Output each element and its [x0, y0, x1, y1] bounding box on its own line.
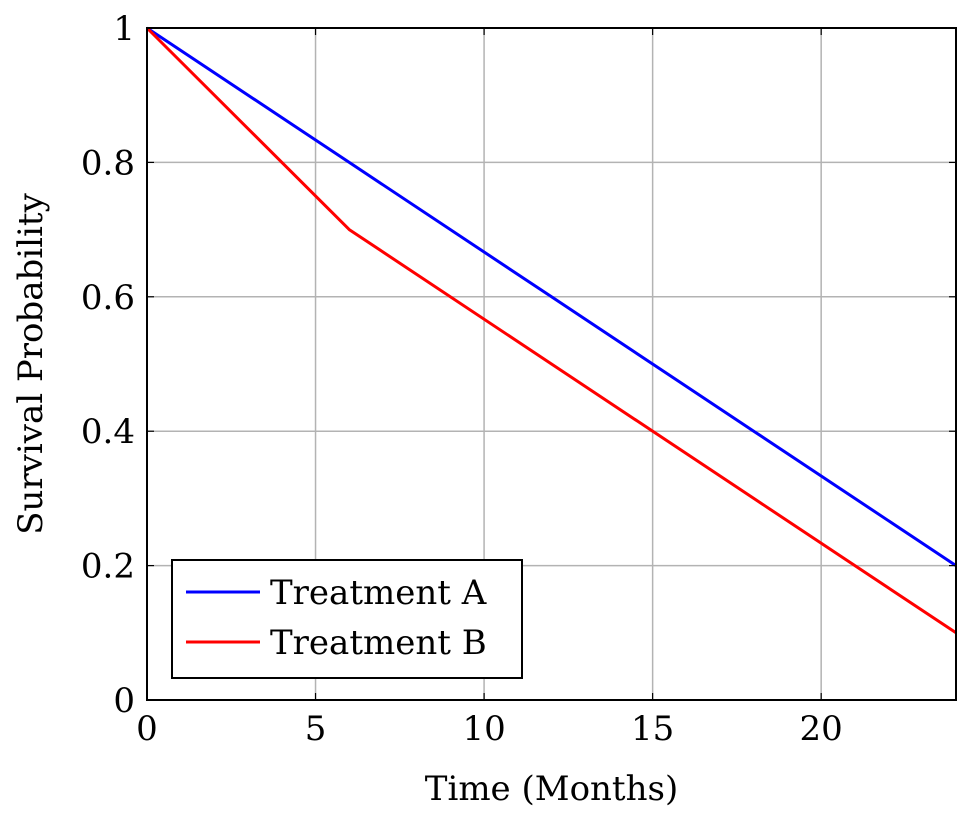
- series-line-treatment-a: [146, 26, 957, 567]
- series-line-treatment-b: [145, 26, 957, 635]
- y-tick-label: 0.4: [81, 412, 135, 452]
- x-tick-label: 5: [305, 709, 327, 749]
- x-tick-label: 10: [462, 709, 505, 749]
- tick-labels: 0 5 10 15 20 0 0.2 0.4 0.6 0.8 1: [81, 9, 843, 749]
- legend-label: Treatment A: [270, 573, 487, 613]
- y-axis-title: Survival Probability: [11, 192, 51, 534]
- x-axis-title: Time (Months): [425, 769, 678, 809]
- legend: Treatment A Treatment B: [171, 559, 523, 679]
- plot-frame: [146, 27, 957, 701]
- ticks: [146, 27, 956, 701]
- legend-box: [171, 559, 523, 679]
- legend-label: Treatment B: [270, 623, 487, 663]
- y-tick-label: 0: [113, 681, 135, 721]
- x-tick-label: 15: [631, 709, 674, 749]
- y-tick-label: 0.2: [81, 547, 135, 587]
- x-tick-label: 20: [800, 709, 843, 749]
- y-tick-label: 0.8: [81, 143, 135, 183]
- y-tick-label: 0.6: [81, 278, 135, 318]
- y-tick-label: 1: [113, 9, 135, 49]
- x-tick-label: 0: [136, 709, 158, 749]
- series-group: [145, 26, 957, 635]
